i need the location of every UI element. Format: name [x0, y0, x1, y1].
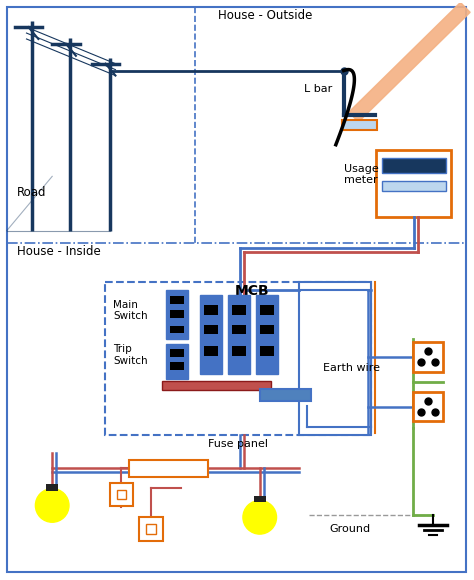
Text: MCB: MCB: [235, 284, 270, 298]
Bar: [382, 182, 446, 191]
Bar: [170, 310, 183, 318]
Text: Usage
meter: Usage meter: [344, 164, 378, 185]
Bar: [232, 325, 246, 335]
Bar: [162, 381, 271, 390]
Text: House - Inside: House - Inside: [17, 245, 100, 259]
Bar: [170, 296, 183, 304]
Bar: [166, 290, 188, 339]
Bar: [228, 295, 250, 374]
Bar: [254, 495, 265, 502]
Bar: [204, 305, 218, 315]
Bar: [170, 325, 183, 334]
Text: Road: Road: [17, 186, 46, 199]
Text: To a MCB →: To a MCB →: [132, 464, 188, 474]
Text: Main
Switch: Main Switch: [113, 300, 148, 321]
Bar: [201, 295, 222, 374]
Bar: [139, 517, 163, 541]
Bar: [170, 349, 183, 357]
Bar: [260, 346, 273, 356]
Bar: [204, 325, 218, 335]
Bar: [299, 282, 372, 435]
Bar: [232, 305, 246, 315]
Text: L bar: L bar: [304, 84, 332, 95]
Bar: [105, 282, 372, 435]
Bar: [129, 460, 209, 477]
Polygon shape: [349, 2, 470, 122]
Bar: [117, 490, 126, 499]
Text: Ground: Ground: [329, 524, 370, 534]
Text: Fuse panel: Fuse panel: [208, 439, 268, 449]
Bar: [260, 305, 273, 315]
Bar: [109, 483, 133, 506]
Bar: [46, 484, 58, 491]
Bar: [260, 389, 311, 401]
Bar: [170, 362, 183, 370]
Text: House - Outside: House - Outside: [218, 9, 312, 22]
Bar: [260, 325, 273, 335]
Text: Trip
Switch: Trip Switch: [113, 345, 148, 366]
Bar: [166, 345, 188, 379]
Bar: [256, 295, 277, 374]
Bar: [413, 342, 443, 372]
Bar: [232, 346, 246, 356]
Bar: [376, 150, 451, 217]
Circle shape: [36, 488, 69, 522]
Bar: [413, 392, 443, 422]
Bar: [146, 524, 156, 534]
Bar: [342, 120, 377, 130]
Bar: [382, 158, 446, 173]
Bar: [204, 346, 218, 356]
Text: Earth wire: Earth wire: [323, 363, 380, 373]
Circle shape: [243, 501, 276, 534]
